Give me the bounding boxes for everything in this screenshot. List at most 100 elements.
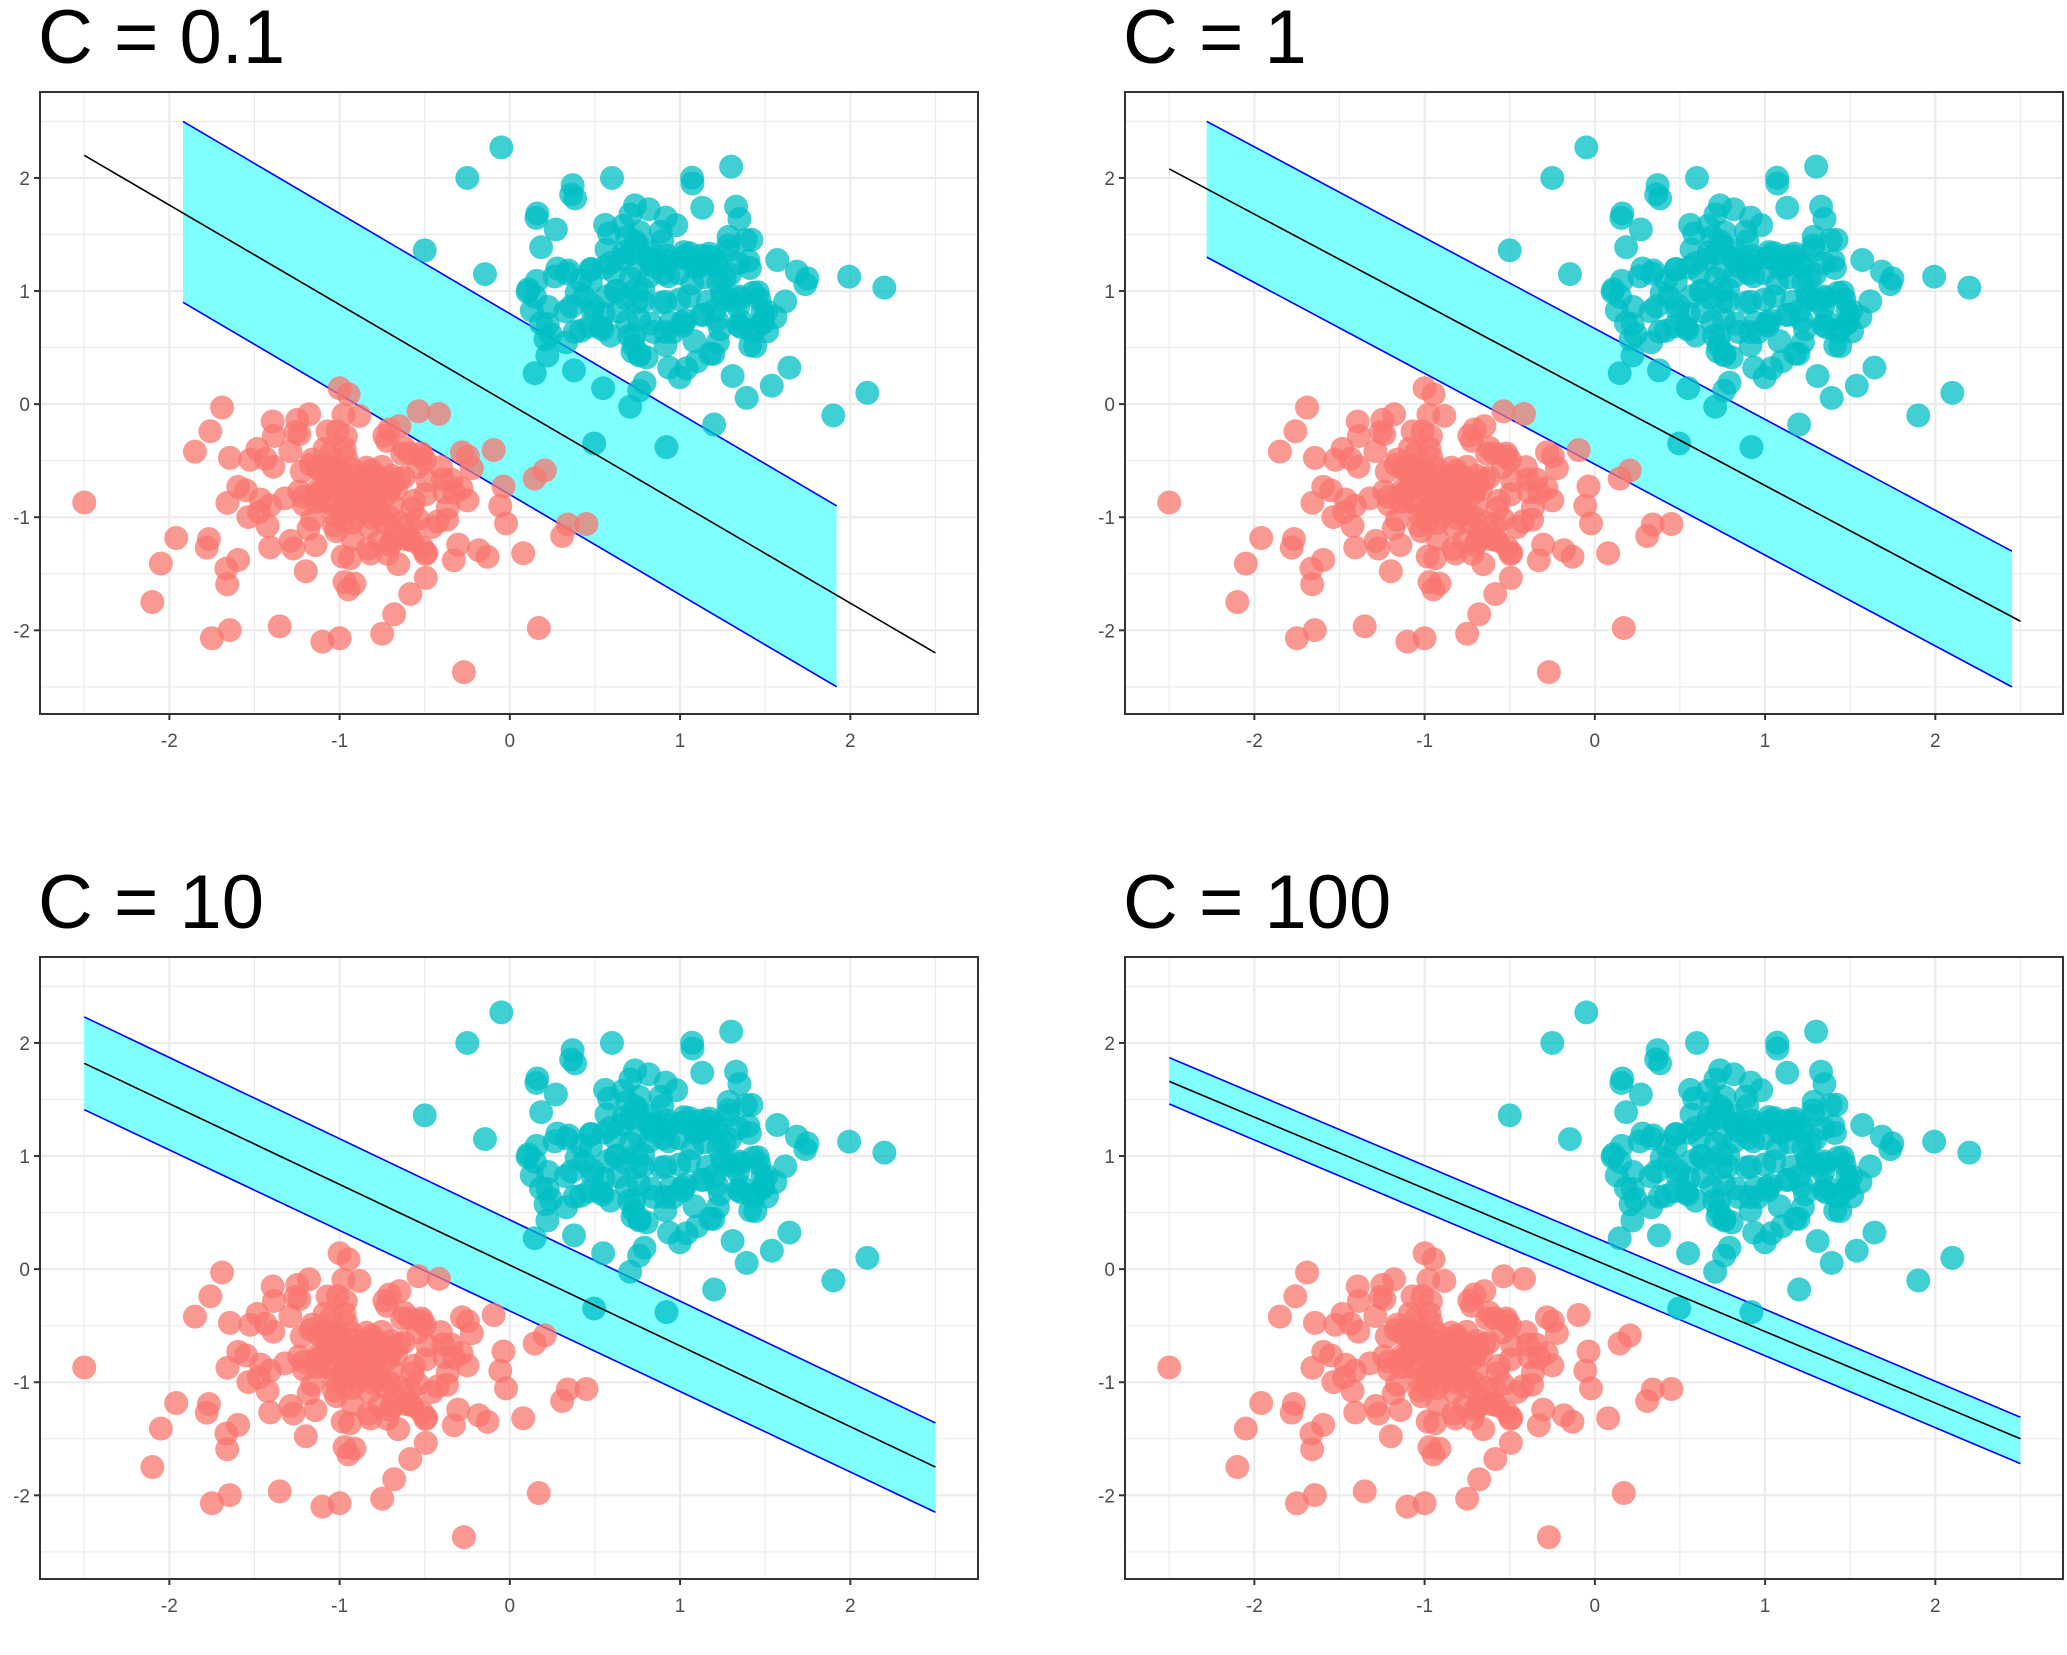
margin-line-lower (1206, 256, 2013, 688)
point-class-pos (412, 238, 437, 263)
point-class-pos (1922, 264, 1947, 289)
point-class-pos (1957, 275, 1982, 300)
point-class-neg (1412, 1241, 1437, 1266)
point-class-neg (340, 511, 365, 536)
point-class-neg (1486, 1353, 1511, 1378)
point-class-neg (1596, 541, 1621, 566)
point-class-pos (560, 1038, 585, 1063)
point-class-neg (481, 1302, 506, 1327)
point-class-neg (214, 1421, 239, 1446)
x-tick-label: -1 (1416, 1596, 1433, 1617)
point-class-pos (1762, 1106, 1787, 1131)
point-class-neg (1451, 1363, 1476, 1388)
point-class-neg (446, 532, 471, 557)
point-class-neg (182, 1304, 207, 1329)
point-class-neg (511, 1406, 536, 1431)
point-class-neg (1483, 1447, 1508, 1472)
point-class-neg (253, 1311, 278, 1336)
point-class-pos (638, 1176, 663, 1201)
x-tick-label: 2 (1930, 731, 1941, 752)
point-class-pos (1684, 1030, 1709, 1055)
point-class-pos (455, 1030, 480, 1055)
point-class-pos (682, 329, 707, 354)
point-class-pos (1557, 262, 1582, 287)
point-class-pos (1646, 358, 1671, 383)
point-class-pos (690, 195, 715, 220)
point-class-pos (724, 194, 749, 219)
point-class-neg (1302, 445, 1327, 470)
point-class-neg (1596, 1406, 1621, 1431)
point-class-neg (401, 488, 426, 513)
point-class-pos (1777, 265, 1802, 290)
point-class-neg (214, 556, 239, 581)
point-class-pos (1752, 1230, 1777, 1255)
y-tick-label: -1 (1098, 1373, 1115, 1394)
y-tick-label: 0 (19, 395, 30, 416)
point-class-pos (1709, 1142, 1734, 1167)
point-class-neg (1417, 570, 1442, 595)
point-class-pos (793, 272, 818, 297)
point-class-neg (339, 1321, 364, 1346)
point-class-pos (872, 275, 897, 300)
point-class-neg (327, 1491, 352, 1516)
point-class-neg (1467, 1467, 1492, 1492)
point-class-pos (1738, 1070, 1763, 1095)
point-class-pos (1679, 1102, 1704, 1127)
point-class-neg (1499, 540, 1524, 565)
point-class-neg (198, 1284, 223, 1309)
y-tick-label: 1 (1104, 282, 1115, 303)
point-class-pos (705, 308, 730, 333)
point-class-pos (719, 154, 744, 179)
point-class-pos (642, 254, 667, 279)
point-class-neg (148, 551, 173, 576)
point-class-pos (615, 224, 640, 249)
point-class-pos (697, 241, 722, 266)
point-class-neg (1517, 480, 1542, 505)
point-class-pos (525, 1066, 550, 1091)
point-class-pos (1639, 1126, 1664, 1151)
point-class-pos (1662, 314, 1687, 339)
point-class-neg (1300, 490, 1325, 515)
point-class-pos (1540, 1030, 1565, 1055)
point-class-pos (489, 1000, 514, 1025)
point-class-pos (667, 1230, 692, 1255)
point-class-neg (369, 1319, 394, 1344)
point-class-pos (624, 1142, 649, 1167)
point-class-neg (272, 486, 297, 511)
point-class-neg (491, 1339, 516, 1364)
hyperplane-line (83, 154, 936, 654)
point-class-neg (1510, 509, 1535, 534)
point-class-neg (1611, 616, 1636, 641)
y-tick-label: -2 (1098, 1486, 1115, 1507)
point-class-neg (339, 456, 364, 481)
point-class-pos (1940, 1245, 1965, 1270)
x-tick-label: 2 (1930, 1596, 1941, 1617)
point-class-pos (734, 385, 759, 410)
point-class-pos (1723, 1176, 1748, 1201)
point-class-pos (535, 343, 560, 368)
margin-line-upper (1206, 120, 2013, 552)
point-class-neg (323, 1336, 348, 1361)
point-class-pos (702, 412, 727, 437)
point-class-pos (1663, 256, 1688, 281)
point-class-neg (459, 1321, 484, 1346)
point-class-pos (1610, 201, 1635, 226)
point-class-neg (1455, 1486, 1480, 1511)
point-class-neg (1512, 401, 1537, 426)
point-class-pos (1804, 1019, 1829, 1044)
panel-title: C = 10 (38, 860, 265, 945)
point-class-pos (1770, 349, 1795, 374)
point-class-neg (278, 528, 303, 553)
point-class-neg (1157, 1355, 1182, 1380)
hyperplane-line (1168, 168, 2021, 622)
point-class-pos (821, 403, 846, 428)
point-class-pos (1858, 1154, 1883, 1179)
point-class-neg (574, 512, 599, 537)
point-class-pos (1767, 329, 1792, 354)
point-class-neg (217, 1483, 242, 1508)
point-class-pos (1628, 1082, 1653, 1107)
x-tick-label: 2 (845, 1596, 856, 1617)
point-class-pos (1607, 1226, 1632, 1251)
point-class-neg (367, 528, 392, 553)
point-class-neg (406, 399, 431, 424)
